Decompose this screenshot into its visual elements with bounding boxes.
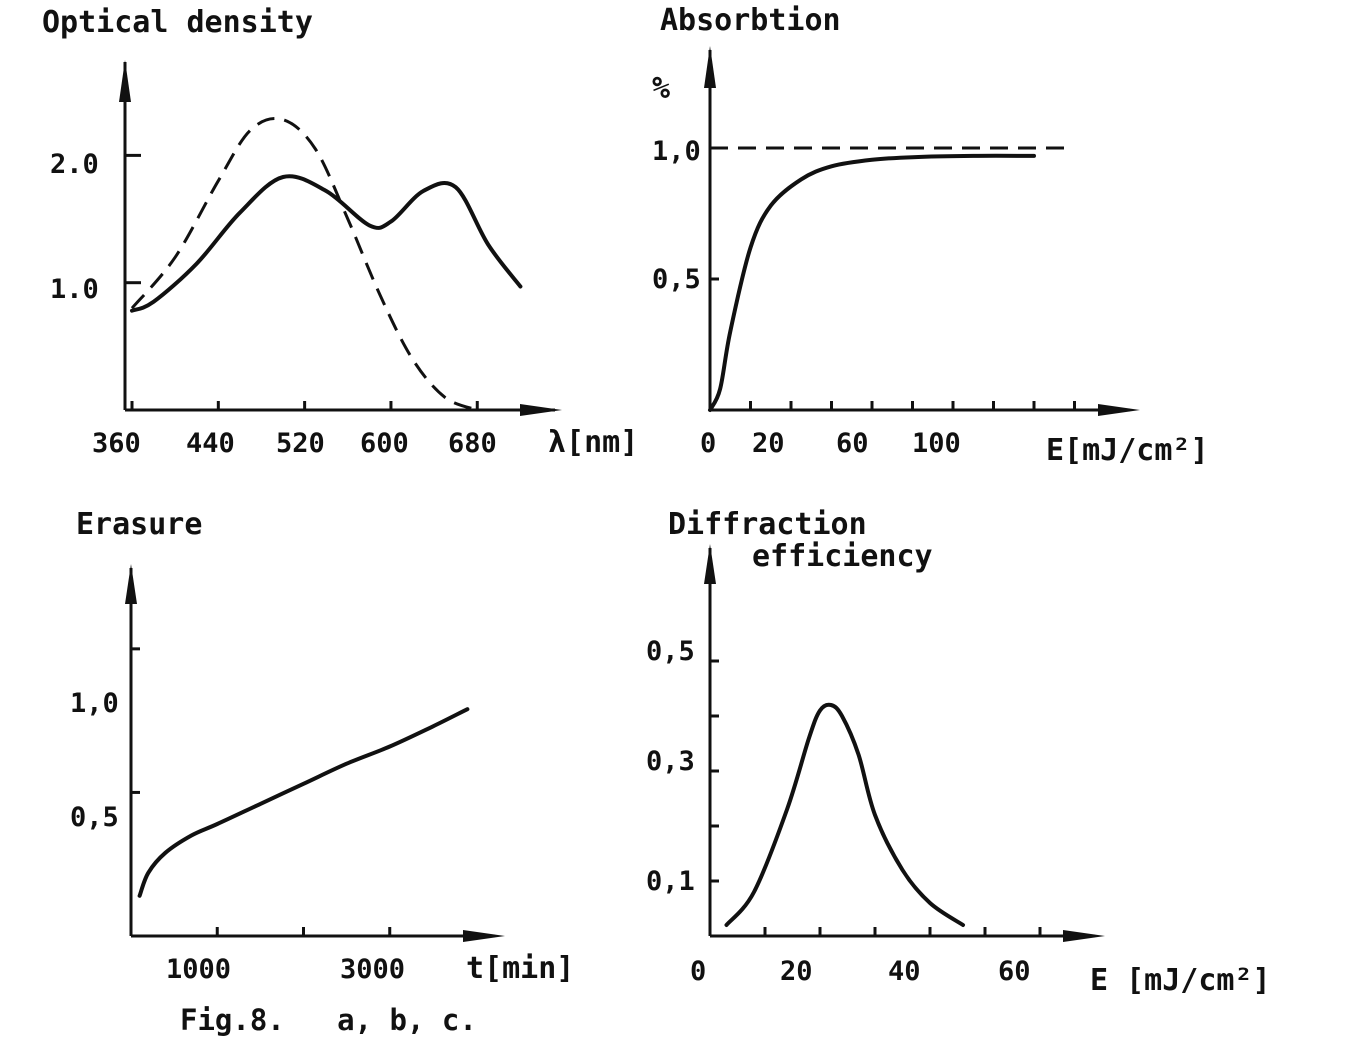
curves-b (708, 146, 1070, 412)
ticks-a (125, 153, 479, 410)
ytick-a-1: 1.0 (50, 274, 99, 305)
xtick-b-100: 100 (912, 428, 961, 459)
xtick-a-440: 440 (186, 428, 235, 459)
series-d-solid-line (724, 702, 965, 927)
series-a-solid-line (130, 174, 523, 313)
y-axis-arrow-d (704, 544, 716, 584)
x-axis-arrow-d (1063, 930, 1105, 942)
ticks-b (708, 146, 1076, 410)
x-axis-arrow-b (1098, 404, 1140, 416)
xtick-c-3000: 3000 (340, 954, 405, 985)
ytick-b-05: 0,5 (652, 264, 701, 295)
ticks-d (710, 659, 1042, 936)
panel-diffraction-efficiency: Diffraction efficiency 0 20 40 60 E [mJ/… (646, 507, 1271, 998)
xlabel-c: t[min] (466, 951, 574, 986)
series-c-solid-line (137, 707, 470, 898)
xtick-b-60: 60 (836, 428, 869, 459)
title-diffraction-efficiency: Diffraction (668, 507, 867, 542)
xtick-d-60: 60 (998, 956, 1031, 987)
curves-c (137, 707, 470, 898)
title-absorbtion: Absorbtion (660, 3, 841, 38)
ytick-d-01: 0,1 (646, 866, 695, 897)
curves-a (130, 117, 523, 412)
ytick-a-2: 2.0 (50, 149, 99, 180)
y-axis-arrow-b (704, 46, 716, 88)
xtick-a-520: 520 (276, 428, 325, 459)
xtick-b-20: 20 (752, 428, 785, 459)
xlabel-d: E [mJ/cm²] (1090, 963, 1271, 998)
y-axis-arrow-c (125, 564, 137, 604)
xtick-d-20: 20 (780, 956, 813, 987)
xlabel-a: λ[nm] (548, 425, 638, 460)
series-a-dashed-line (130, 117, 478, 412)
panel-absorbtion: Absorbtion % 0 20 60 100 E[mJ/cm²] 0,5 1… (652, 3, 1209, 468)
title-diffraction-efficiency-line2: efficiency (752, 539, 933, 574)
y-axis-arrow-a (119, 60, 131, 102)
x-axis-arrow-c (463, 930, 505, 942)
xlabel-b: E[mJ/cm²] (1046, 433, 1209, 468)
x-axis-arrow-a (520, 404, 562, 416)
series-b-solid-line (708, 153, 1036, 412)
xtick-a-600: 600 (360, 428, 409, 459)
panel-optical-density: Optical density 360 440 520 600 680 λ[nm… (42, 5, 638, 460)
ticks-c (131, 647, 392, 936)
xtick-b-0: 0 (700, 428, 716, 459)
ytick-d-05: 0,5 (646, 636, 695, 667)
title-erasure: Erasure (76, 507, 202, 542)
xtick-a-680: 680 (448, 428, 497, 459)
title-optical-density: Optical density (42, 5, 313, 40)
ytick-c-05: 0,5 (70, 802, 119, 833)
panel-erasure: Erasure 1000 3000 t[min] 0,5 1,0 (70, 507, 574, 986)
xtick-a-360: 360 (92, 428, 141, 459)
ytick-b-10: 1,0 (652, 136, 701, 167)
curves-d (724, 702, 965, 927)
xtick-c-1000: 1000 (166, 954, 231, 985)
ytick-d-03: 0,3 (646, 746, 695, 777)
ytick-c-10: 1,0 (70, 688, 119, 719)
xtick-d-40: 40 (888, 956, 921, 987)
ylabel-b: % (652, 71, 670, 106)
figure-caption: Fig.8. a, b, c. (180, 1003, 477, 1037)
xtick-d-0: 0 (690, 956, 706, 987)
